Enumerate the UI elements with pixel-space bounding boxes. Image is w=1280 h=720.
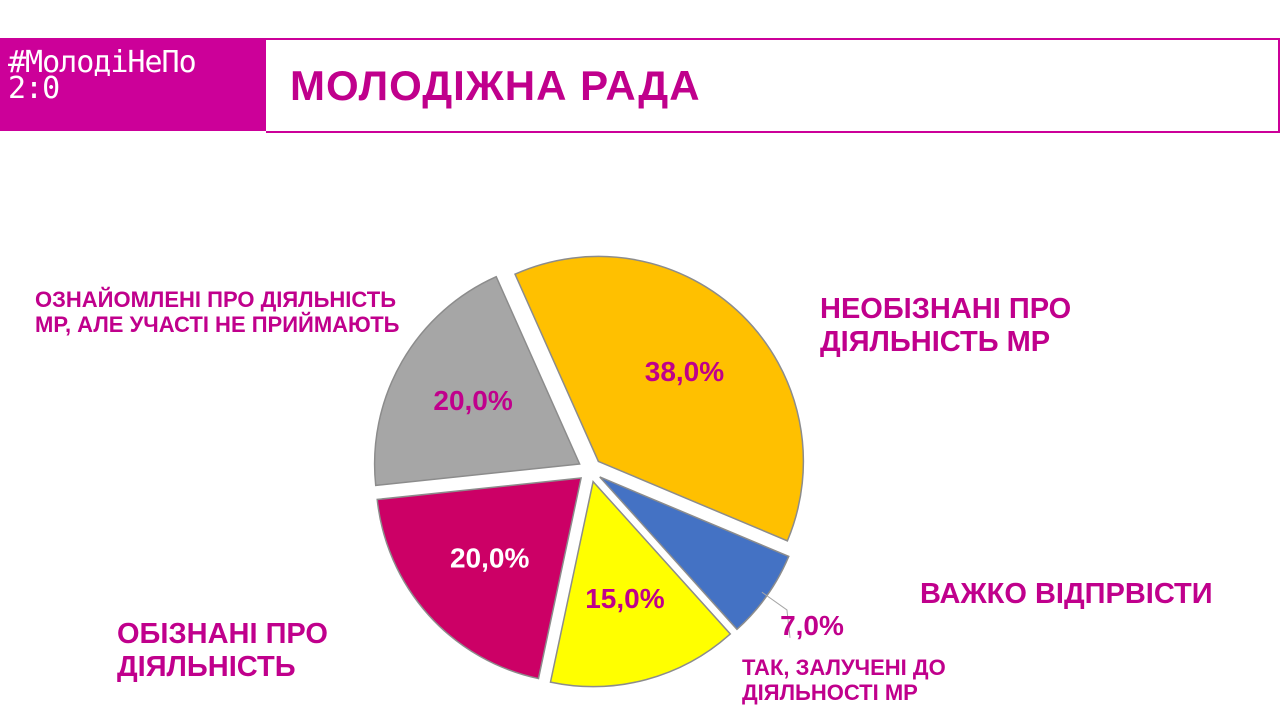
leader-line [761,591,791,638]
category-label: ТАК, ЗАЛУЧЕНІ ДО ДІЯЛЬНОСТІ МР [742,655,946,706]
pie-slice [514,255,805,542]
pie-slice [373,275,581,487]
value-label: 38,0% [645,356,724,387]
value-label: 20,0% [433,385,512,416]
value-label: 7,0% [780,610,844,641]
category-label: НЕОБІЗНАНІ ПРО ДІЯЛЬНІСТЬ МР [820,293,1072,359]
title-bar [266,38,1280,133]
category-label: ВАЖКО ВІДПРВІСТИ [920,578,1213,610]
logo-line: 2:0 [8,71,60,106]
category-label: ОЗНАЙОМЛЕНІ ПРО ДІЯЛЬНІСТЬ МР, АЛЕ УЧАСТ… [35,287,400,338]
logo-line: #МолодіНеПо [8,45,197,80]
value-label: 15,0% [585,583,664,614]
category-label: ОБІЗНАНІ ПРО ДІЯЛЬНІСТЬ [117,618,328,684]
slide-title: МОЛОДІЖНА РАДА [290,62,701,109]
value-label: 20,0% [450,543,529,574]
logo: #МолодіНеПо 2:0 [0,38,266,131]
pie-slice [549,479,732,688]
pie-slice [376,477,583,680]
